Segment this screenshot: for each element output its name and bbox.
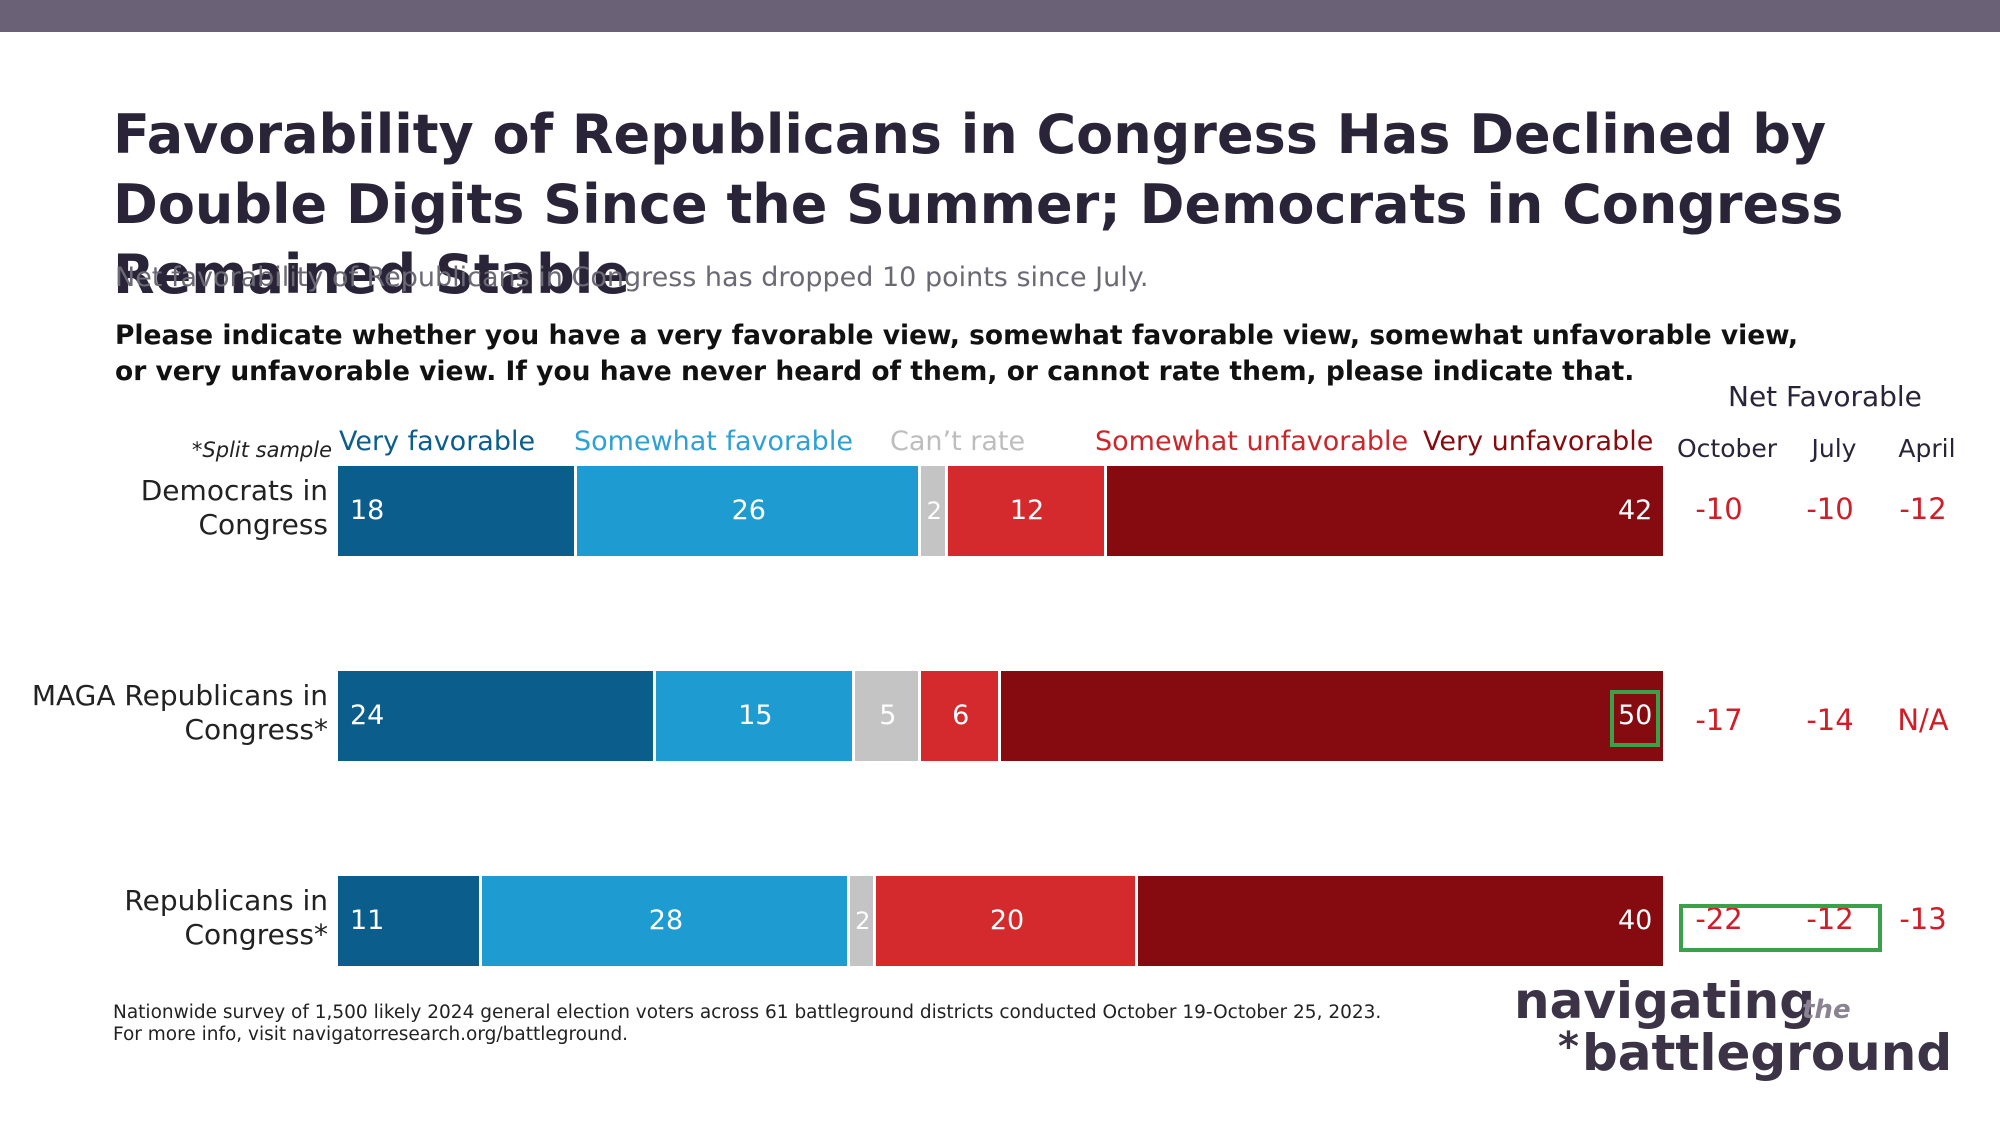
legend-very-unfavorable: Very unfavorable xyxy=(1423,426,1654,457)
net-favorable-october: -10 xyxy=(1695,492,1743,526)
net-col-july: July xyxy=(1811,434,1857,463)
bar-segment-cant-rate xyxy=(921,466,948,556)
data-label: 2 xyxy=(855,907,871,935)
bar-segment-somewhat-favorable xyxy=(656,671,855,761)
bar-row: 11 28 2 20 40 xyxy=(338,876,1663,966)
data-label: 11 xyxy=(350,905,385,936)
row-label-line: MAGA Republicans in xyxy=(31,679,328,712)
footnote: Nationwide survey of 1,500 likely 2024 g… xyxy=(113,1002,1381,1046)
top-accent-bar xyxy=(0,0,2000,32)
legend-somewhat-unfavorable: Somewhat unfavorable xyxy=(1095,426,1409,457)
net-favorable-october: -17 xyxy=(1695,703,1743,737)
bar-row: 18 26 2 12 42 xyxy=(338,466,1663,556)
data-label: 5 xyxy=(879,700,897,731)
net-favorable-april: N/A xyxy=(1897,703,1949,737)
highlight-box-maga-very-unfavorable xyxy=(1610,690,1660,747)
bar-segment-very-favorable xyxy=(338,671,656,761)
bar-segment-very-unfavorable xyxy=(1000,671,1663,761)
logo-word-navigating: navigating xyxy=(1514,972,1815,1030)
row-label-line: Congress* xyxy=(184,918,329,951)
data-label: 28 xyxy=(648,905,684,936)
logo-word-battleground: battleground xyxy=(1582,1024,1952,1082)
chart-title: Favorability of Republicans in Congress … xyxy=(113,103,1844,306)
net-favorable-april: -13 xyxy=(1899,902,1947,936)
bar-segment-somewhat-favorable xyxy=(482,876,850,966)
data-label: 15 xyxy=(738,700,773,731)
row-label: Republicans in Congress* xyxy=(124,884,328,952)
net-favorable-july: -10 xyxy=(1806,492,1854,526)
data-label: 2 xyxy=(926,497,942,525)
row-label-line: Congress* xyxy=(184,713,329,746)
net-favorable-july: -14 xyxy=(1806,703,1854,737)
legend-very-favorable: Very favorable xyxy=(339,426,536,457)
navigating-the-battleground-logo: navigating the battleground * xyxy=(1514,972,1952,1082)
bar-segment-very-favorable xyxy=(338,466,577,556)
row-label: MAGA Republicans in Congress* xyxy=(32,679,328,747)
bar-segment-somewhat-unfavorable xyxy=(875,876,1139,966)
data-label: 20 xyxy=(989,905,1025,936)
bar-segment-cant-rate xyxy=(849,876,876,966)
legend-cant-rate: Can’t rate xyxy=(890,426,1026,457)
row-label-line: Democrats in xyxy=(140,474,328,507)
bar-segment-very-unfavorable xyxy=(1106,466,1663,556)
data-label: 40 xyxy=(1618,905,1653,936)
legend-somewhat-favorable: Somewhat favorable xyxy=(574,426,853,457)
survey-question: Please indicate whether you have a very … xyxy=(115,320,1799,387)
data-label: 6 xyxy=(952,700,970,731)
net-favorable-april: -12 xyxy=(1899,492,1947,526)
highlight-box-republicans-net-change xyxy=(1679,904,1882,952)
net-col-april: April xyxy=(1898,434,1956,463)
bar-segment-very-favorable xyxy=(338,876,483,966)
logo-word-the: the xyxy=(1802,995,1851,1025)
data-label: 12 xyxy=(1009,495,1045,526)
data-label: 50 xyxy=(1618,700,1653,731)
data-label: 18 xyxy=(350,495,385,526)
net-col-october: October xyxy=(1676,434,1778,463)
row-label: Democrats in Congress xyxy=(141,474,328,542)
bar-segment-somewhat-unfavorable xyxy=(947,466,1107,556)
data-label: 24 xyxy=(350,700,385,731)
bar-segment-very-unfavorable xyxy=(1138,876,1663,966)
data-label: 26 xyxy=(731,495,766,526)
split-sample-note: *Split sample xyxy=(191,438,332,462)
bar-segment-somewhat-unfavorable xyxy=(921,671,1001,761)
net-favorable-heading: Net Favorable xyxy=(1728,380,1922,413)
chart-subtitle: Net favorability of Republicans in Congr… xyxy=(115,262,1149,293)
logo-star: * xyxy=(1558,1024,1579,1070)
footnote-link: For more info, visit navigatorresearch.o… xyxy=(113,1024,629,1045)
footnote-survey: Nationwide survey of 1,500 likely 2024 g… xyxy=(113,1002,1382,1023)
data-label: 42 xyxy=(1618,495,1653,526)
row-label-line: Congress xyxy=(198,508,329,541)
bar-segment-somewhat-favorable xyxy=(576,466,921,556)
row-label-line: Republicans in xyxy=(124,884,328,917)
bar-segment-cant-rate xyxy=(854,671,921,761)
bar-row: 24 15 5 6 50 xyxy=(338,671,1663,761)
